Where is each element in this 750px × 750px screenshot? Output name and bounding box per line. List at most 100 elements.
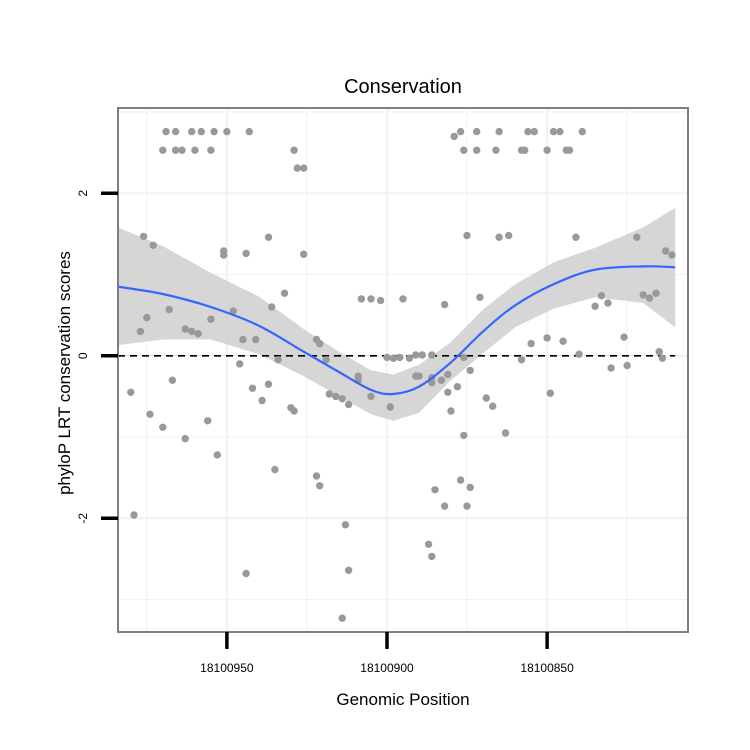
data-point-31 [565,146,574,154]
data-point-66 [418,351,426,359]
data-point-53 [229,307,237,315]
data-point-40 [505,231,513,240]
data-point-12 [290,146,298,154]
data-point-141 [466,483,474,492]
data-point-88 [204,417,212,425]
data-point-41 [463,231,471,240]
data-point-3 [197,127,205,136]
data-point-6 [245,127,253,136]
data-point-29 [543,146,551,154]
data-point-90 [236,360,244,368]
data-point-7 [159,146,167,154]
data-point-92 [258,396,266,405]
data-point-118 [405,354,414,362]
data-point-74 [591,302,599,310]
data-point-114 [466,366,474,375]
data-point-72 [559,337,567,345]
data-point-102 [338,395,346,403]
data-point-77 [620,333,628,341]
x-tick-label-2: 18100850 [520,661,574,675]
data-point-125 [501,429,510,437]
data-point-98 [312,472,321,480]
data-point-28 [521,146,529,154]
plot-panel [117,107,689,633]
data-point-70 [527,339,535,348]
data-point-65 [412,351,420,359]
data-point-46 [136,327,145,336]
x-axis: 18100950 18100900 18100850 [200,632,574,675]
points-layer [127,127,676,622]
data-point-17 [473,127,481,136]
data-point-127 [546,389,554,397]
data-point-110 [444,388,452,396]
data-point-91 [248,384,257,392]
data-point-54 [239,335,247,344]
data-point-20 [530,127,538,136]
data-point-44 [661,247,670,255]
data-point-57 [280,289,289,297]
data-point-111 [444,370,452,379]
data-point-67 [428,351,436,359]
data-point-55 [252,335,260,344]
grid-lines [118,108,688,632]
data-point-119 [415,372,423,380]
data-point-22 [556,127,564,136]
data-point-123 [482,394,490,402]
data-point-89 [213,451,221,459]
data-point-130 [130,511,138,519]
data-point-21 [549,127,558,136]
data-point-85 [159,423,167,431]
smooth-line-layer [117,265,676,396]
data-point-78 [639,291,647,299]
y-axis-title: phyloP LRT conservation scores [55,251,74,495]
data-point-19 [524,127,532,136]
data-point-137 [431,486,439,494]
data-point-24 [460,146,468,154]
data-point-107 [386,403,394,411]
data-point-37 [264,233,273,241]
data-point-14 [293,164,301,172]
y-axis: -2 0 2 [76,190,118,524]
y-tick-label-0: -2 [76,513,90,524]
data-point-8 [171,146,180,154]
data-point-68 [440,300,449,309]
data-point-99 [316,482,324,490]
data-point-142 [460,431,468,440]
data-point-51 [194,330,202,338]
y-tick-label-1: 0 [76,352,90,359]
data-point-5 [223,127,231,136]
data-point-129 [623,361,631,370]
data-point-121 [437,376,446,384]
smooth-fit-line [117,265,676,396]
data-point-62 [367,295,375,303]
data-point-79 [645,294,654,302]
data-point-83 [127,388,135,396]
data-point-106 [367,392,375,401]
data-point-86 [168,376,177,384]
panel-border [117,107,689,633]
data-point-134 [338,614,346,622]
data-point-93 [264,380,273,388]
data-point-138 [440,502,449,510]
data-point-26 [492,146,500,154]
data-point-116 [389,354,398,362]
data-point-39 [495,233,503,241]
data-point-18 [495,127,503,136]
data-point-63 [376,296,385,305]
x-tick-label-1: 18100900 [360,661,414,675]
data-point-64 [399,295,407,303]
data-point-140 [463,502,471,510]
data-point-75 [597,292,606,300]
data-point-131 [242,569,250,578]
data-point-15 [450,132,458,141]
data-point-135 [424,540,433,548]
data-point-139 [456,476,465,484]
data-point-59 [316,339,324,348]
data-point-49 [181,325,189,333]
data-point-16 [456,127,465,136]
data-point-87 [181,434,189,443]
data-point-1 [171,127,180,136]
data-point-52 [207,315,215,323]
data-point-117 [396,353,404,362]
data-point-42 [572,233,580,241]
